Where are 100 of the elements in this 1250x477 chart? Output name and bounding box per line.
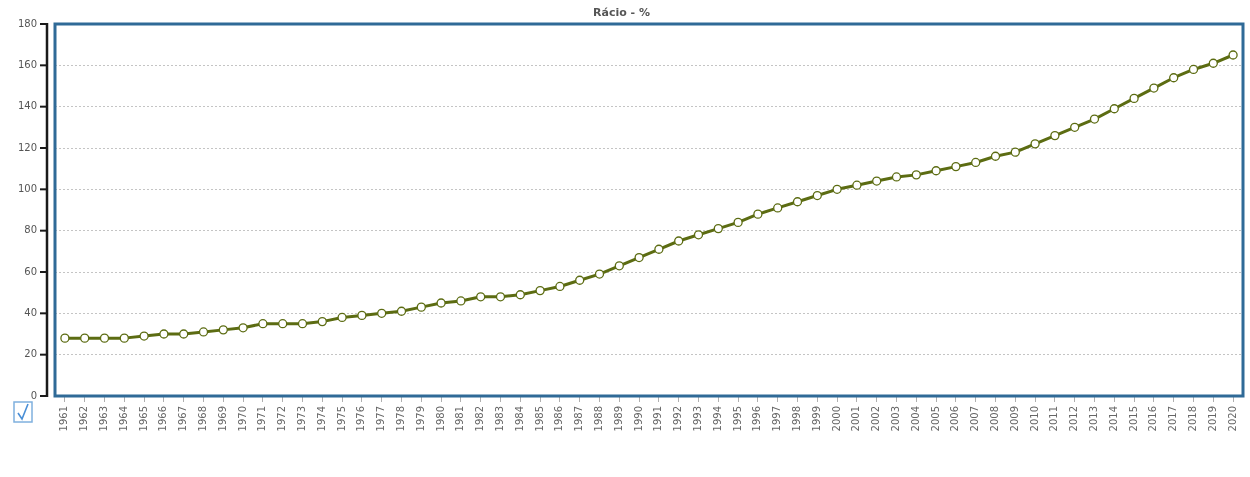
x-tick-label: 1994: [711, 406, 723, 432]
x-tick-label: 1974: [315, 406, 327, 432]
point: [594, 269, 605, 279]
chart-title: Rácio - %: [593, 6, 650, 20]
x-tick-label: 2000: [830, 406, 842, 432]
x-tick-label: 2013: [1088, 406, 1100, 432]
x-tick-label: 1965: [137, 406, 149, 432]
x-tick-label: 2015: [1127, 406, 1139, 432]
point: [693, 230, 704, 240]
y-tick-label: 40: [24, 306, 37, 318]
x-tick-label: 1976: [355, 406, 367, 432]
x-tick-label: 1998: [791, 406, 803, 432]
x-tick-label: 2002: [870, 406, 882, 432]
point: [674, 236, 684, 246]
x-tick-label: 1989: [612, 406, 624, 432]
x-tick-label: 1961: [58, 406, 70, 432]
point: [416, 302, 426, 312]
x-tick-label: 2008: [989, 406, 1001, 432]
point: [911, 170, 921, 180]
point: [139, 331, 149, 341]
point: [872, 176, 882, 186]
point: [1208, 58, 1218, 68]
x-tick-label: 1992: [672, 406, 684, 432]
x-tick-label: 1985: [533, 406, 545, 432]
point: [515, 290, 525, 300]
x-tick-label: 1967: [177, 406, 189, 432]
point: [198, 327, 209, 337]
point: [753, 209, 763, 219]
x-tick-label: 1978: [395, 406, 407, 432]
point: [951, 161, 961, 172]
point: [1169, 73, 1179, 83]
x-tick-label: 1973: [296, 406, 308, 432]
x-tick-label: 1993: [692, 406, 704, 432]
point: [1188, 64, 1199, 75]
point: [218, 325, 228, 335]
x-tick-label: 1996: [751, 406, 763, 432]
x-tick-label: 2004: [909, 406, 921, 432]
x-tick-label: 1972: [276, 406, 288, 432]
point: [891, 172, 902, 182]
point: [634, 252, 644, 263]
x-tick-label: 1988: [593, 406, 605, 432]
x-tick-label: 2006: [949, 406, 961, 432]
point: [852, 180, 862, 190]
point: [1129, 93, 1139, 104]
point: [1089, 114, 1100, 124]
point: [377, 308, 387, 318]
point: [812, 190, 822, 201]
point: [456, 296, 466, 306]
x-tick-label: 1968: [197, 406, 209, 432]
x-tick-label: 2019: [1206, 406, 1218, 432]
x-tick-label: 2007: [969, 406, 981, 432]
x-tick-label: 1981: [454, 406, 466, 432]
x-tick-label: 1969: [216, 406, 228, 432]
x-tick-label: 2012: [1068, 406, 1080, 432]
point: [832, 184, 842, 194]
x-tick-label: 2016: [1147, 406, 1159, 432]
point: [614, 261, 624, 271]
y-tick-label: 140: [17, 100, 37, 112]
x-tick-label: 2010: [1028, 406, 1040, 432]
x-tick-label: 1982: [474, 406, 486, 432]
point: [535, 285, 545, 296]
point: [179, 329, 189, 339]
y-tick-label: 100: [17, 182, 37, 194]
point: [773, 203, 783, 213]
point: [1010, 147, 1020, 157]
point: [733, 217, 743, 228]
point: [60, 333, 70, 343]
point: [555, 281, 565, 292]
point: [1149, 83, 1159, 93]
point: [1050, 130, 1060, 141]
x-tick-label: 1975: [335, 406, 347, 432]
point: [317, 316, 327, 327]
x-tick-label: 1971: [256, 406, 268, 432]
point: [495, 292, 506, 302]
y-tick-label: 180: [17, 17, 37, 29]
x-tick-label: 1995: [731, 406, 743, 432]
point: [990, 151, 1001, 161]
x-tick-label: 1999: [810, 406, 822, 432]
point: [931, 166, 941, 176]
y-tick-label: 120: [17, 141, 37, 153]
x-tick-label: 2018: [1187, 406, 1199, 432]
y-tick-label: 60: [24, 265, 37, 277]
x-tick-label: 1987: [573, 406, 585, 432]
point: [258, 319, 268, 329]
x-tick-label: 2003: [890, 406, 902, 432]
point: [396, 306, 407, 316]
point: [436, 298, 446, 308]
point: [297, 319, 308, 329]
point: [1228, 50, 1238, 60]
x-tick-label: 1980: [434, 406, 446, 432]
x-tick-label: 1964: [117, 406, 129, 432]
point: [238, 323, 248, 333]
x-tick-label: 1979: [414, 406, 426, 432]
x-tick-label: 1963: [98, 406, 110, 432]
y-tick-label: 0: [30, 389, 37, 401]
x-tick-label: 1991: [652, 406, 664, 432]
x-tick-label: 2020: [1226, 406, 1238, 432]
x-tick-label: 2011: [1048, 406, 1060, 432]
x-tick-label: 1966: [157, 406, 169, 432]
point: [654, 244, 664, 254]
